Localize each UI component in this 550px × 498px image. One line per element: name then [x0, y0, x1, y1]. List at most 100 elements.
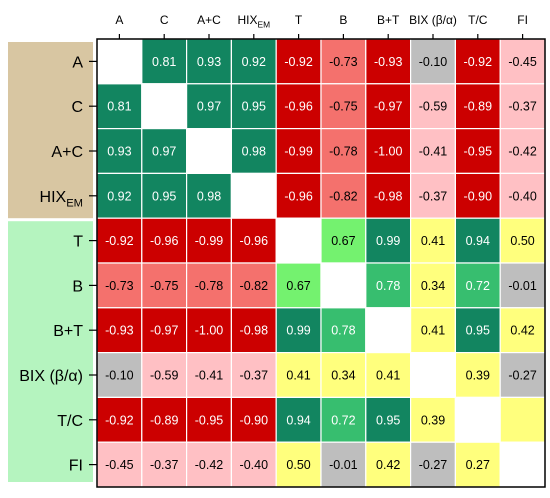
cell-value-3-9: -0.40 — [508, 189, 537, 203]
cell-value-5-6: 0.78 — [376, 279, 400, 293]
row-label-9: FI — [69, 458, 83, 475]
heatmap-cell-1-9 — [499, 83, 546, 130]
heatmap-cell-5-5 — [320, 262, 367, 309]
heatmap-cell-1-6 — [365, 83, 412, 130]
col-label-7: BIX (β/α) — [409, 13, 457, 27]
cell-value-7-5: 0.34 — [331, 369, 355, 383]
heatmap-cell-7-1 — [141, 352, 188, 399]
heatmap-cell-9-4 — [275, 441, 322, 488]
heatmap-cell-8-5 — [320, 396, 367, 443]
cell-value-1-9: -0.37 — [508, 100, 537, 114]
cell-value-7-3: -0.37 — [240, 369, 269, 383]
group-box-1 — [8, 42, 93, 219]
heatmap-cell-5-7 — [410, 262, 457, 309]
heatmap-cell-2-4 — [275, 128, 322, 175]
cell-value-0-8: -0.92 — [464, 55, 493, 69]
cell-value-1-8: -0.89 — [464, 100, 493, 114]
heatmap-cell-6-6 — [365, 307, 412, 354]
cell-value-3-8: -0.90 — [464, 189, 493, 203]
cell-value-1-2: 0.97 — [197, 100, 221, 114]
row-label-0: A — [72, 54, 83, 71]
cell-value-8-4: 0.94 — [286, 413, 310, 427]
heatmap-cell-0-1 — [141, 38, 188, 85]
heatmap-cell-8-9 — [499, 396, 546, 443]
cell-value-1-5: -0.75 — [329, 100, 358, 114]
cell-value-0-1: 0.81 — [152, 55, 176, 69]
heatmap-cell-2-7 — [410, 128, 457, 175]
heatmap-cell-1-8 — [454, 83, 501, 130]
heatmap-cell-7-9 — [499, 352, 546, 399]
plot-frame — [96, 38, 546, 488]
cell-value-6-7: 0.41 — [421, 324, 445, 338]
heatmap-cell-7-0 — [96, 352, 143, 399]
heatmap-cell-4-2 — [186, 217, 233, 264]
cell-value-9-4: 0.50 — [286, 458, 310, 472]
cell-value-9-7: -0.27 — [419, 458, 448, 472]
cell-value-6-2: -1.00 — [195, 324, 224, 338]
heatmap-cell-7-4 — [275, 352, 322, 399]
cell-value-9-0: -0.45 — [105, 458, 134, 472]
cell-value-0-4: -0.92 — [284, 55, 313, 69]
cell-value-4-0: -0.92 — [105, 234, 134, 248]
heatmap-cell-4-9 — [499, 217, 546, 264]
cell-value-2-4: -0.99 — [284, 145, 313, 159]
row-label-7: BIX (β/α) — [19, 368, 83, 385]
cell-value-8-7: 0.39 — [421, 413, 445, 427]
cell-value-9-1: -0.37 — [150, 458, 179, 472]
cell-value-2-1: 0.97 — [152, 145, 176, 159]
heatmap-cell-0-9 — [499, 38, 546, 85]
cell-value-5-9: -0.01 — [508, 279, 537, 293]
cell-value-8-3: -0.90 — [240, 413, 269, 427]
heatmap-cell-6-4 — [275, 307, 322, 354]
heatmap-cell-1-5 — [320, 83, 367, 130]
heatmap-cell-1-4 — [275, 83, 322, 130]
col-label-3: HIXEM — [238, 13, 271, 30]
row-label-8: T/C — [57, 413, 83, 430]
cell-value-7-8: 0.39 — [466, 369, 490, 383]
cell-value-7-2: -0.41 — [195, 369, 224, 383]
heatmap-cell-1-1 — [141, 83, 188, 130]
cell-value-9-5: -0.01 — [329, 458, 358, 472]
cell-value-2-9: -0.42 — [508, 145, 537, 159]
cell-value-0-5: -0.73 — [329, 55, 358, 69]
cell-value-4-9: 0.50 — [510, 234, 534, 248]
heatmap-cell-4-7 — [410, 217, 457, 264]
cell-value-7-9: -0.27 — [508, 369, 537, 383]
cell-value-7-6: 0.41 — [376, 369, 400, 383]
heatmap-cell-8-8 — [454, 396, 501, 443]
cell-value-6-9: 0.42 — [510, 324, 534, 338]
cell-value-4-3: -0.96 — [240, 234, 269, 248]
cell-value-9-8: 0.27 — [466, 458, 490, 472]
heatmap-cell-0-3 — [230, 38, 277, 85]
col-label-1: C — [160, 13, 169, 27]
cell-value-4-2: -0.99 — [195, 234, 224, 248]
heatmap-cell-5-4 — [275, 262, 322, 309]
cell-value-9-3: -0.40 — [240, 458, 269, 472]
group-box-2 — [8, 221, 93, 482]
row-label-5: B — [72, 278, 83, 295]
heatmap-cell-3-1 — [141, 172, 188, 219]
cell-value-5-4: 0.67 — [286, 279, 310, 293]
cell-value-4-7: 0.41 — [421, 234, 445, 248]
cell-value-2-7: -0.41 — [419, 145, 448, 159]
heatmap-cell-6-9 — [499, 307, 546, 354]
heatmap-cell-6-8 — [454, 307, 501, 354]
heatmap-cell-3-2 — [186, 172, 233, 219]
cell-value-3-1: 0.95 — [152, 189, 176, 203]
cell-value-0-6: -0.93 — [374, 55, 403, 69]
cell-value-4-5: 0.67 — [331, 234, 355, 248]
cell-value-8-2: -0.95 — [195, 413, 224, 427]
cell-value-3-2: 0.98 — [197, 189, 221, 203]
heatmap-cell-5-9 — [499, 262, 546, 309]
row-label-4: T — [73, 234, 83, 251]
heatmap-cell-2-6 — [365, 128, 412, 175]
cell-value-1-7: -0.59 — [419, 100, 448, 114]
cell-value-4-8: 0.94 — [466, 234, 490, 248]
cell-value-6-4: 0.99 — [286, 324, 310, 338]
heatmap-cell-9-5 — [320, 441, 367, 488]
cell-value-2-5: -0.78 — [329, 145, 358, 159]
cell-value-3-6: -0.98 — [374, 189, 403, 203]
heatmap-cell-2-2 — [186, 128, 233, 175]
cell-value-3-4: -0.96 — [284, 189, 313, 203]
heatmap-cell-8-3 — [230, 396, 277, 443]
